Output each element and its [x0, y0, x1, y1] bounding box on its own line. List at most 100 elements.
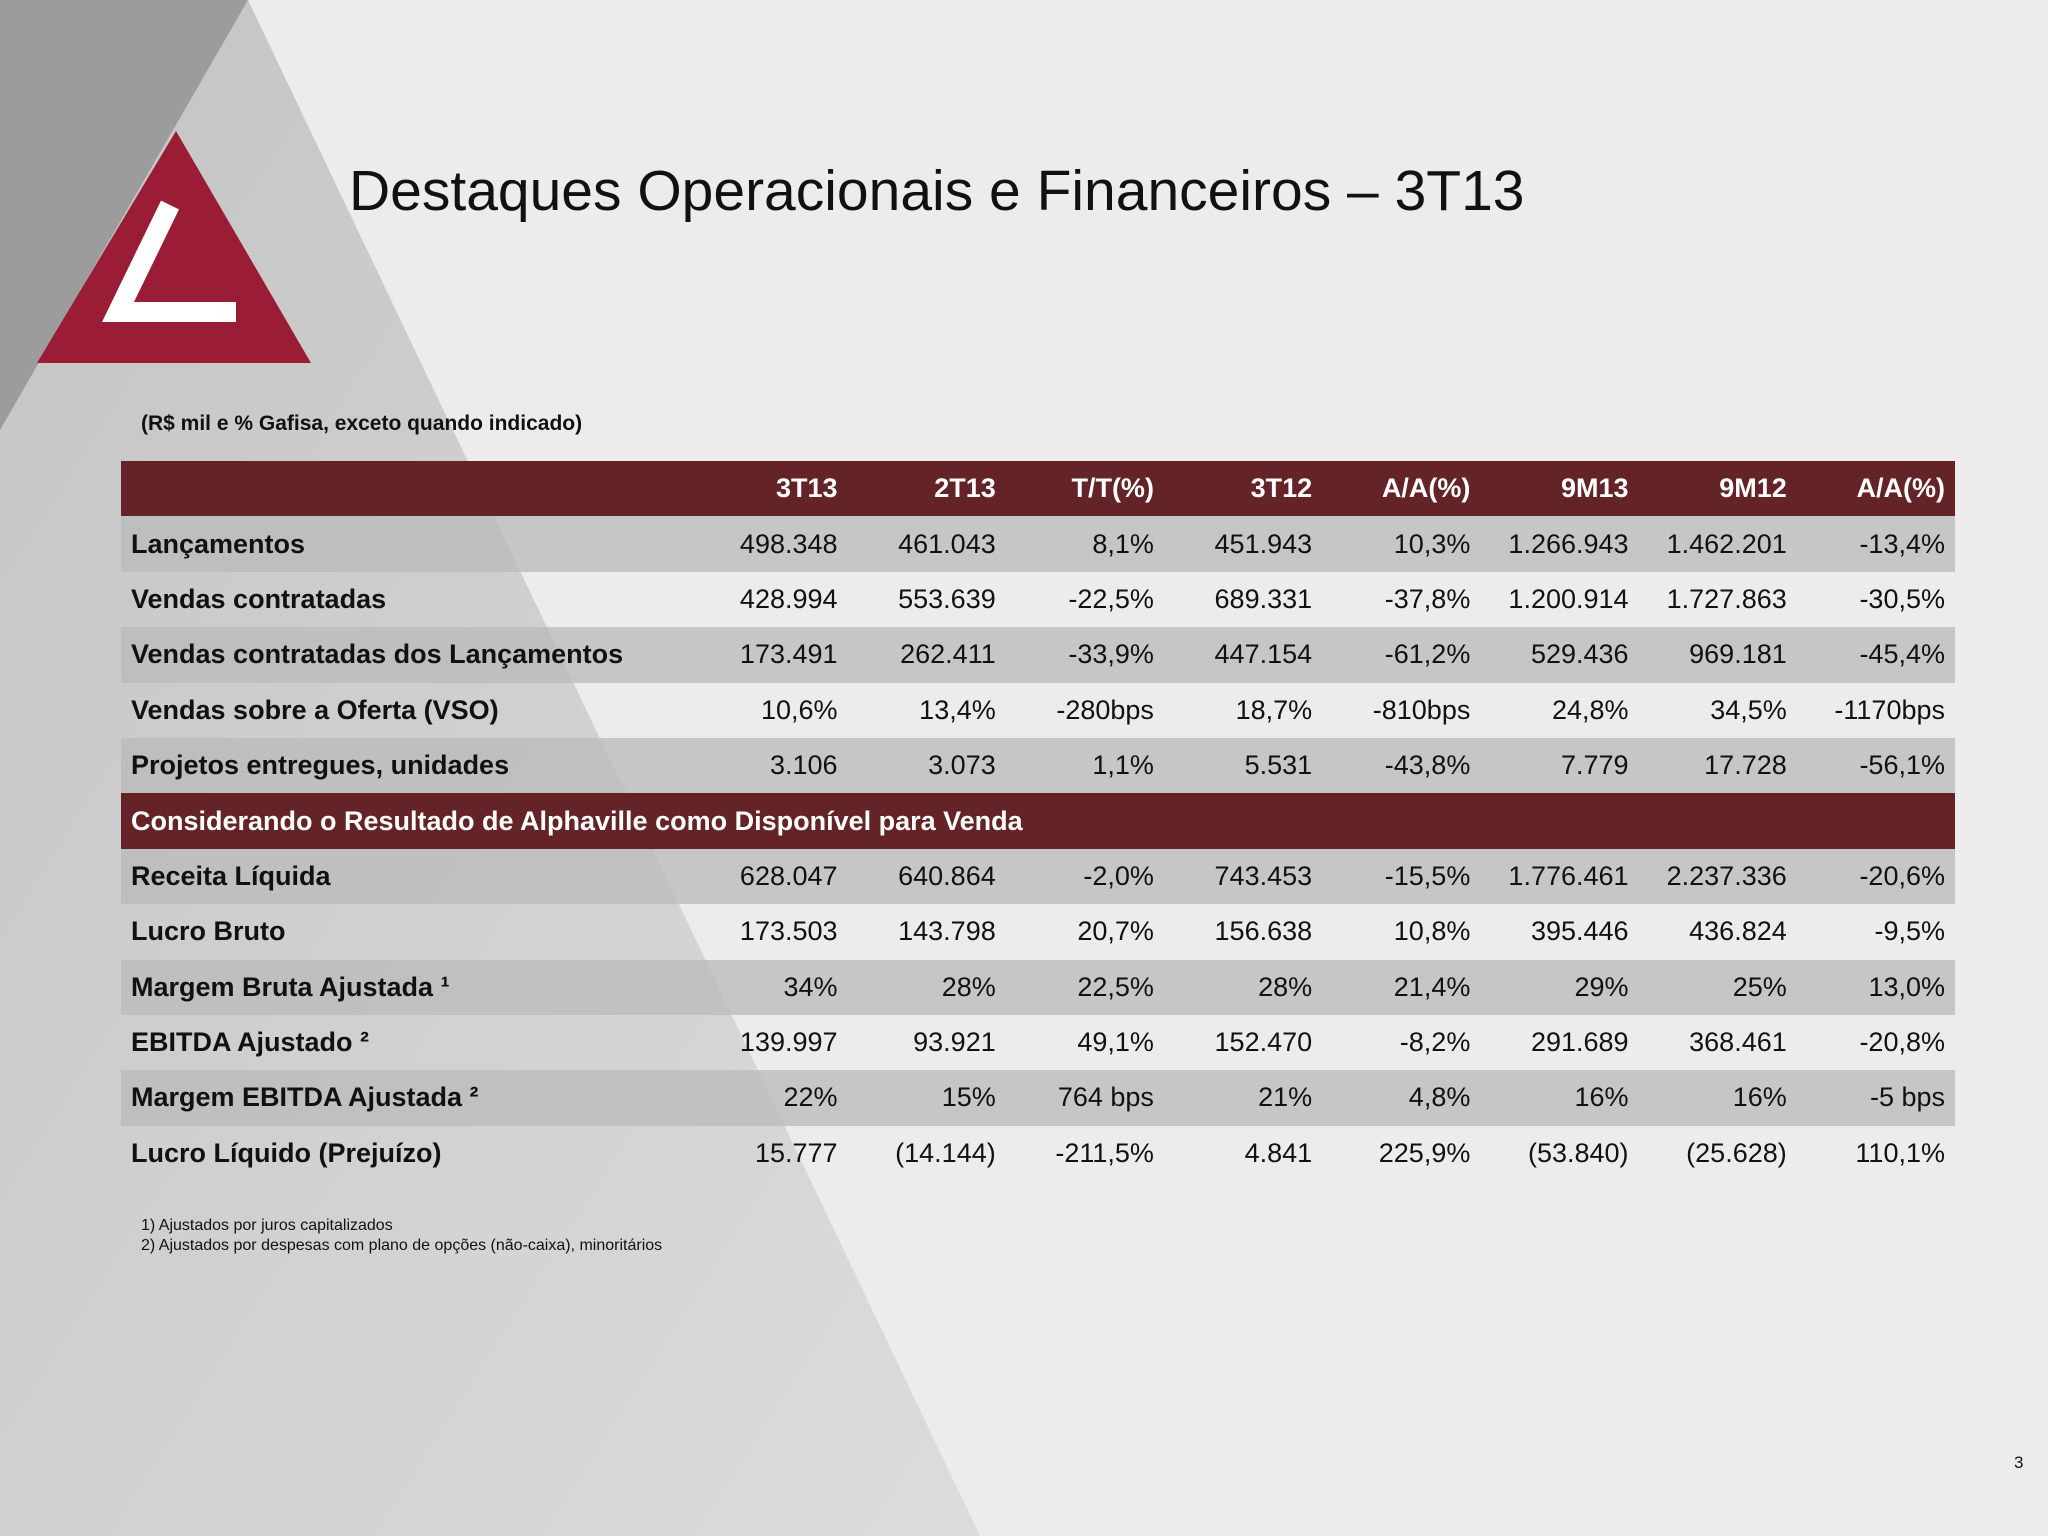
cell: -810bps — [1372, 694, 1471, 725]
row-label: Vendas contratadas — [131, 583, 387, 614]
cell: 2.237.336 — [1638, 848, 1797, 905]
cell: -37,8% — [1384, 583, 1471, 614]
table-row: Lucro Líquido (Prejuízo) 15.777 (14.144) -2… — [121, 1126, 1955, 1181]
cell: 395.446 — [1530, 916, 1629, 947]
cell: -13,4% — [1796, 516, 1955, 572]
cell: -45,4% — [1796, 627, 1955, 683]
cell: 10,6% — [760, 694, 838, 725]
cell: 1.776.461 — [1480, 848, 1639, 905]
cell: -33,9% — [1005, 627, 1164, 683]
cell: 428.994 — [739, 583, 838, 614]
cell: 498.348 — [689, 516, 848, 572]
table-row: Vendas contratadas dos Lançamentos 173.49… — [121, 627, 1955, 683]
cell: 8,1% — [1005, 516, 1164, 572]
cell: 368.461 — [1689, 1027, 1787, 1058]
cell: 49,1% — [1077, 1027, 1154, 1058]
cell: 225,9% — [1378, 1137, 1471, 1168]
cell: 156.638 — [1214, 916, 1313, 947]
section-label: Considerando o Resultado de Alphaville c… — [121, 793, 1955, 849]
header-cell: 3T12 — [1163, 461, 1323, 517]
page-number: 3 — [2014, 1453, 2024, 1472]
cell: 628.047 — [689, 848, 848, 905]
cell: 22% — [689, 1070, 848, 1126]
cell: -43,8% — [1322, 737, 1481, 794]
cell: -30,5% — [1859, 583, 1945, 614]
footnote: 1) Ajustados por juros capitalizados — [141, 1217, 393, 1234]
cell: 34,5% — [1710, 694, 1787, 725]
cell: 3.073 — [847, 737, 1006, 794]
table-row: Vendas contratadas 428.994 553.639 -22,5% 68… — [121, 572, 1955, 627]
table: 3T13 2T13 T/T(%) 3T12 A/A(%) 9M13 9M12 A/A(%) La… — [121, 461, 1955, 1181]
header-cell: A/A(%) — [1322, 461, 1481, 517]
footnote: 2) Ajustados por despesas com plano de o… — [141, 1237, 663, 1254]
cell: 15.777 — [754, 1137, 838, 1168]
cell: 110,1% — [1855, 1137, 1945, 1168]
cell: -211,5% — [1055, 1137, 1154, 1168]
cell: 29% — [1480, 959, 1639, 1015]
cell: -22,5% — [1068, 583, 1154, 614]
cell: 28% — [1163, 959, 1323, 1015]
cell: 640.864 — [847, 848, 1006, 905]
cell: -61,2% — [1322, 627, 1481, 683]
header-cell — [121, 461, 690, 517]
cell: 93.921 — [913, 1027, 996, 1058]
cell: 17.728 — [1638, 737, 1797, 794]
cell: 969.181 — [1638, 627, 1797, 683]
cell: 447.154 — [1163, 627, 1323, 683]
cell: 139.997 — [739, 1027, 838, 1058]
cell: 22,5% — [1005, 959, 1164, 1015]
cell: 15% — [847, 1070, 1006, 1126]
cell: 18,7% — [1235, 694, 1313, 725]
cell: 24,8% — [1551, 694, 1629, 725]
cell: (25.628) — [1686, 1137, 1787, 1168]
logo-mark — [102, 200, 236, 322]
cell: -20,8% — [1859, 1027, 1945, 1058]
cell: 529.436 — [1480, 627, 1639, 683]
cell: -280bps — [1056, 694, 1154, 725]
cell: -15,5% — [1322, 848, 1481, 905]
cell: 13,4% — [919, 694, 996, 725]
header-cell: A/A(%) — [1796, 461, 1955, 517]
cell: 1,1% — [1005, 737, 1164, 794]
cell: 689.331 — [1214, 583, 1313, 614]
cell: 436.824 — [1689, 916, 1787, 947]
row-label: Projetos entregues, unidades — [121, 737, 690, 794]
cell: 10,8% — [1393, 916, 1471, 947]
cell: (14.144) — [895, 1137, 996, 1168]
cell: 143.798 — [898, 916, 996, 947]
cell: -2,0% — [1005, 848, 1164, 905]
cell: 173.503 — [739, 916, 838, 947]
cell: 461.043 — [847, 516, 1006, 572]
cell: 7.779 — [1480, 737, 1639, 794]
cell: 13,0% — [1796, 959, 1955, 1015]
header-cell: 3T13 — [689, 461, 848, 517]
cell: 1.462.201 — [1638, 516, 1797, 572]
row-label: Margem EBITDA Ajustada ² — [121, 1070, 690, 1126]
cell: 3.106 — [689, 737, 848, 794]
row-label: Lucro Líquido (Prejuízo) — [131, 1137, 442, 1168]
table-row: Lucro Bruto 173.503 143.798 20,7% 156.638 10,… — [121, 904, 1955, 959]
header-cell: T/T(%) — [1005, 461, 1164, 517]
cell: 21% — [1163, 1070, 1323, 1126]
cell: 553.639 — [898, 583, 996, 614]
cell: 152.470 — [1214, 1027, 1313, 1058]
section-row: Considerando o Resultado de Alphaville c… — [121, 793, 1955, 849]
cell: 16% — [1480, 1070, 1639, 1126]
cell: 764 bps — [1005, 1070, 1164, 1126]
cell: 262.411 — [847, 627, 1006, 683]
table-row: Margem Bruta Ajustada ¹ 34% 28% 22,5% 28% 21,… — [121, 959, 1955, 1015]
cell: 25% — [1638, 959, 1797, 1015]
cell: 10,3% — [1322, 516, 1481, 572]
table-row: Lançamentos 498.348 461.043 8,1% 451.943 10,3… — [121, 516, 1955, 572]
cell: 28% — [847, 959, 1006, 1015]
footnotes: 1) Ajustados por juros capitalizados 2) A… — [141, 1216, 662, 1256]
header-cell: 9M13 — [1480, 461, 1639, 517]
cell: -56,1% — [1796, 737, 1955, 794]
cell: -1170bps — [1834, 694, 1945, 725]
cell: 4,8% — [1322, 1070, 1481, 1126]
table-row: Receita Líquida 628.047 640.864 -2,0% 743.45… — [121, 848, 1955, 905]
logo-triangle — [37, 131, 311, 363]
cell: 291.689 — [1530, 1027, 1629, 1058]
cell: 4.841 — [1244, 1137, 1313, 1168]
header-cell: 9M12 — [1638, 461, 1797, 517]
